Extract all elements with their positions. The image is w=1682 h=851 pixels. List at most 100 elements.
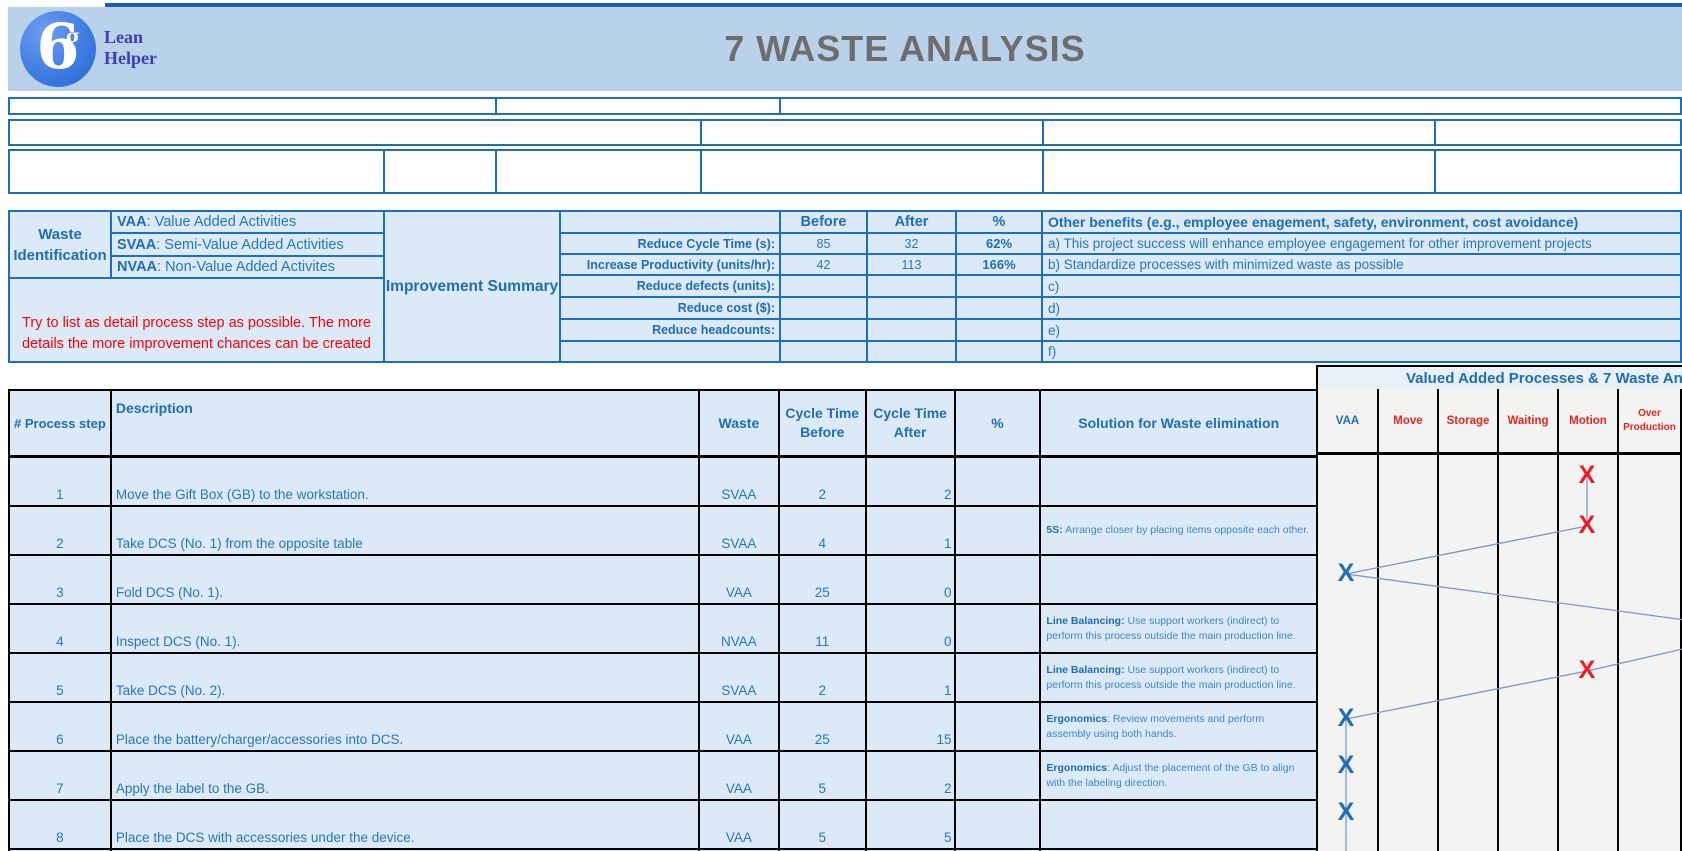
row4-solution[interactable]: Line Balancing: Use support workers (ind… (1041, 611, 1316, 647)
benefit-item-d[interactable]: d) (1041, 296, 1682, 320)
x-mark-step1-motion[interactable]: X (1578, 460, 1596, 489)
benefit-item-a[interactable]: a) This project success will enhance emp… (1041, 232, 1682, 255)
row2-description[interactable]: Take DCS (No. 1) from the opposite table (112, 507, 700, 554)
row4-solution-text: Use support workers (indirect) to perfor… (1046, 614, 1296, 642)
row8-ct-after[interactable]: 5 (867, 801, 956, 848)
row7-percent[interactable] (956, 752, 1042, 799)
form-field-b3[interactable] (1042, 119, 1436, 146)
row8-description[interactable]: Place the DCS with accessories under the… (112, 801, 700, 848)
form-field-b4[interactable] (1434, 119, 1682, 146)
row2-waste[interactable]: SVAA (700, 507, 780, 554)
x-mark-step2-motion[interactable]: X (1578, 510, 1596, 539)
row5-ct-before[interactable]: 2 (780, 654, 867, 701)
row8-solution[interactable] (1041, 822, 1316, 828)
summary-col-after: After (866, 210, 957, 234)
form-field-a3[interactable] (779, 97, 1682, 115)
row8-step[interactable]: 8 (10, 801, 112, 848)
summary-cost-before[interactable] (779, 296, 868, 320)
row1-description[interactable]: Move the Gift Box (GB) to the workstatio… (112, 458, 700, 505)
form-field-a1[interactable] (8, 97, 497, 115)
x-mark-step3-vaa[interactable]: X (1337, 558, 1355, 587)
waste-matrix-title: Valued Added Processes & 7 Waste Ana (1316, 365, 1682, 392)
row1-solution[interactable] (1041, 479, 1316, 485)
row6-ct-after[interactable]: 15 (867, 703, 956, 750)
summary-headcounts-before[interactable] (779, 318, 868, 342)
row1-waste[interactable]: SVAA (700, 458, 780, 505)
form-field-c2[interactable] (383, 149, 497, 194)
summary-defects-after[interactable] (866, 274, 957, 298)
row3-waste[interactable]: VAA (700, 556, 780, 603)
row1-percent[interactable] (956, 458, 1042, 505)
summary-productivity-before[interactable]: 42 (779, 253, 868, 276)
x-mark-step8-vaa[interactable]: X (1337, 797, 1355, 826)
row6-percent[interactable] (956, 703, 1042, 750)
row4-percent[interactable] (956, 605, 1042, 652)
row8-ct-before[interactable]: 5 (780, 801, 867, 848)
row7-ct-before[interactable]: 5 (780, 752, 867, 799)
row5-description[interactable]: Take DCS (No. 2). (112, 654, 700, 701)
row5-step[interactable]: 5 (10, 654, 112, 701)
row1-ct-after[interactable]: 2 (867, 458, 956, 505)
row8-percent[interactable] (956, 801, 1042, 848)
row2-ct-after[interactable]: 1 (867, 507, 956, 554)
row3-percent[interactable] (956, 556, 1042, 603)
row4-description[interactable]: Inspect DCS (No. 1). (112, 605, 700, 652)
summary-cycle-after[interactable]: 32 (866, 232, 957, 255)
form-field-c4[interactable] (700, 149, 1044, 194)
row3-ct-after[interactable]: 0 (867, 556, 956, 603)
summary-cost-after[interactable] (866, 296, 957, 320)
form-field-b1[interactable] (8, 119, 702, 146)
row7-description[interactable]: Apply the label to the GB. (112, 752, 700, 799)
summary-blank-after[interactable] (866, 340, 957, 363)
row4-waste[interactable]: NVAA (700, 605, 780, 652)
row6-step[interactable]: 6 (10, 703, 112, 750)
form-field-c3[interactable] (495, 149, 702, 194)
summary-productivity-after[interactable]: 113 (866, 253, 957, 276)
x-mark-step7-vaa[interactable]: X (1337, 750, 1355, 779)
form-field-c5[interactable] (1042, 149, 1436, 194)
row5-ct-after[interactable]: 1 (867, 654, 956, 701)
form-field-b2[interactable] (700, 119, 1044, 146)
row8-waste[interactable]: VAA (700, 801, 780, 848)
form-field-a2[interactable] (495, 97, 781, 115)
benefit-item-c[interactable]: c) (1041, 274, 1682, 298)
row1-ct-before[interactable]: 2 (780, 458, 867, 505)
row5-percent[interactable] (956, 654, 1042, 701)
summary-cycle-before[interactable]: 85 (779, 232, 868, 255)
summary-label-blank (559, 340, 781, 363)
row7-ct-after[interactable]: 2 (867, 752, 956, 799)
summary-blank-before[interactable] (779, 340, 868, 363)
row2-ct-before[interactable]: 4 (780, 507, 867, 554)
form-field-c1[interactable] (8, 149, 385, 194)
benefit-item-b[interactable]: b) Standardize processes with minimized … (1041, 253, 1682, 276)
row3-ct-before[interactable]: 25 (780, 556, 867, 603)
table-row: 5 Take DCS (No. 2). SVAA 2 1 Line Balanc… (8, 654, 1316, 703)
row2-step[interactable]: 2 (10, 507, 112, 554)
brand-line2: Helper (104, 48, 157, 68)
row6-ct-before[interactable]: 25 (780, 703, 867, 750)
row5-waste[interactable]: SVAA (700, 654, 780, 701)
row2-solution[interactable]: 5S: Arrange closer by placing items oppo… (1041, 520, 1316, 541)
row2-percent[interactable] (956, 507, 1042, 554)
benefit-item-e[interactable]: e) (1041, 318, 1682, 342)
row3-solution[interactable] (1041, 577, 1316, 583)
row5-solution[interactable]: Line Balancing: Use support workers (ind… (1041, 660, 1316, 696)
row4-ct-after[interactable]: 0 (867, 605, 956, 652)
row7-waste[interactable]: VAA (700, 752, 780, 799)
summary-headcounts-after[interactable] (866, 318, 957, 342)
row3-description[interactable]: Fold DCS (No. 1). (112, 556, 700, 603)
row4-step[interactable]: 4 (10, 605, 112, 652)
row1-step[interactable]: 1 (10, 458, 112, 505)
benefit-item-f[interactable]: f) (1041, 340, 1682, 363)
row6-waste[interactable]: VAA (700, 703, 780, 750)
row7-step[interactable]: 7 (10, 752, 112, 799)
form-field-c6[interactable] (1434, 149, 1682, 194)
row6-solution[interactable]: Ergonomics: Review movements and perform… (1041, 709, 1316, 745)
row7-solution[interactable]: Ergonomics: Adjust the placement of the … (1041, 758, 1316, 794)
row3-step[interactable]: 3 (10, 556, 112, 603)
row4-ct-before[interactable]: 11 (780, 605, 867, 652)
row6-description[interactable]: Place the battery/charger/accessories in… (112, 703, 700, 750)
summary-defects-before[interactable] (779, 274, 868, 298)
x-mark-step6-vaa[interactable]: X (1337, 703, 1355, 732)
x-mark-step5-motion[interactable]: X (1578, 655, 1596, 684)
